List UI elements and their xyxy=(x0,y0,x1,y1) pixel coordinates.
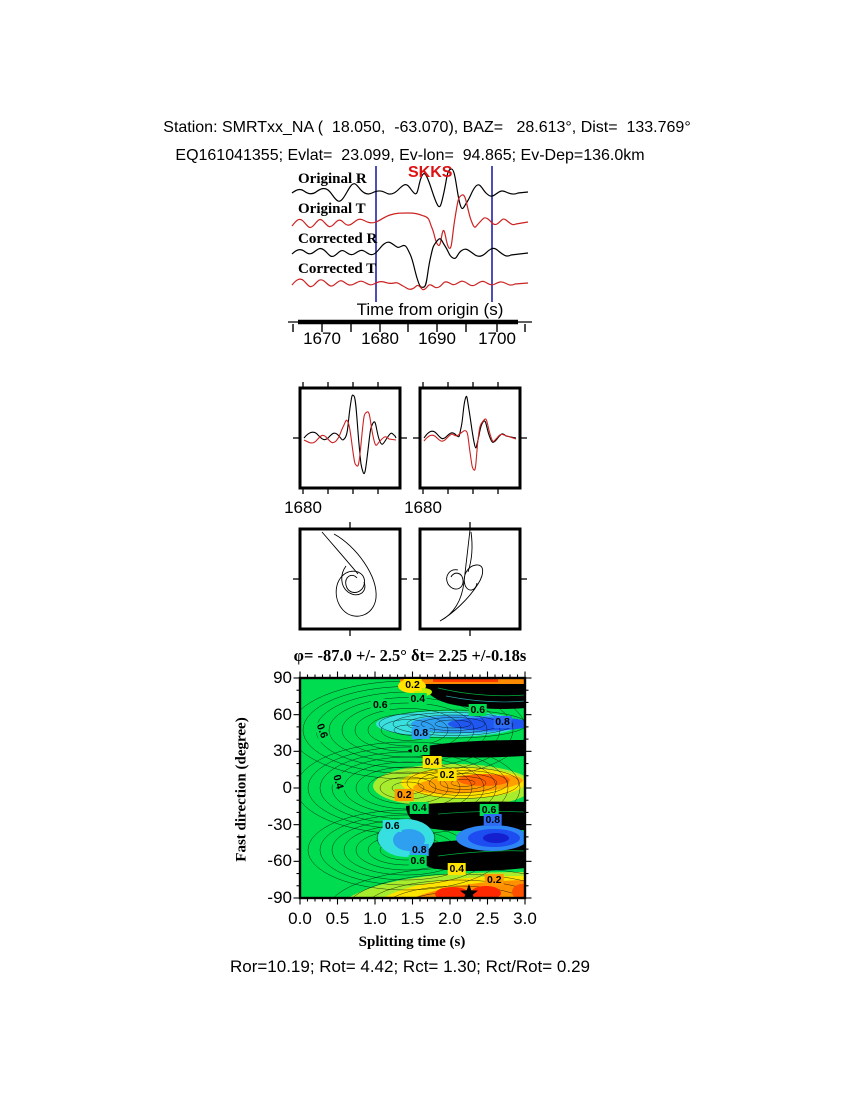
trace-original-t xyxy=(291,194,529,249)
splitting-time-tick: 0.5 xyxy=(325,909,350,928)
splitting-time-tick: 0.0 xyxy=(288,909,312,928)
zoom-tick-label: 1680 xyxy=(284,498,322,517)
x-axis-title: Splitting time (s) xyxy=(358,934,466,950)
contour-label: 0.8 xyxy=(483,813,503,826)
component-right-black xyxy=(423,395,517,449)
time-axis-title: Time from origin (s) xyxy=(356,300,504,319)
contour-label: 0.8 xyxy=(409,844,429,857)
contour-label: 0.4 xyxy=(408,692,428,705)
contour-label: 0.2 xyxy=(437,768,457,781)
best-solution-star xyxy=(460,884,478,898)
contour-axis-ticks xyxy=(293,671,532,905)
fast-direction-tick: -30 xyxy=(267,814,292,834)
phase-label: SKKS xyxy=(408,164,453,181)
waveform-panel xyxy=(288,166,532,332)
fast-direction-tick: 60 xyxy=(273,704,292,724)
component-left-red xyxy=(303,411,397,467)
trace-label-original-r: Original R xyxy=(298,171,367,187)
contour-label: 0.6 xyxy=(468,703,488,716)
contour-label: 0.4 xyxy=(422,756,442,769)
contour-label: 0.6 xyxy=(382,819,402,832)
splitting-time-tick: 1.5 xyxy=(400,909,425,928)
contour-label: 0.6 xyxy=(479,804,499,816)
error-surface-plot xyxy=(293,671,532,905)
fast-direction-tick: -90 xyxy=(267,888,292,907)
splitting-time-tick: 3.0 xyxy=(513,909,537,928)
component-box-right xyxy=(418,386,522,490)
component-box-left xyxy=(298,386,402,490)
statistics-line: Ror=10.19; Rot= 4.42; Rct= 1.30; Rct/Rot… xyxy=(229,957,591,976)
zoom-tick-label: 1680 xyxy=(404,498,442,517)
contour-label: 0.2 xyxy=(403,679,422,692)
contour-label: 0.6 xyxy=(408,855,428,868)
particle-motion-right-curve xyxy=(439,529,484,622)
fast-direction-tick: 0 xyxy=(282,778,292,797)
splitting-time-tick: 1.0 xyxy=(363,909,387,928)
splitting-time-tick: 2.0 xyxy=(438,909,462,928)
splitting-result-title: φ= -87.0 +/- 2.5° δt= 2.25 +/-0.18s xyxy=(293,646,527,665)
fast-direction-tick: 30 xyxy=(273,741,292,761)
contour-label: 0.2 xyxy=(484,873,504,886)
event-header-line: EQ161041355; Evlat= 23.099, Ev-lon= 94.8… xyxy=(175,147,645,164)
time-tick-label: 1700 xyxy=(478,329,516,348)
trace-label-original-t: Original T xyxy=(298,201,366,217)
trace-original-r xyxy=(291,168,529,210)
time-tick-label: 1690 xyxy=(418,329,456,348)
y-axis-title: Fast direction (degree) xyxy=(233,717,250,862)
contour-label: 0.2 xyxy=(394,789,414,802)
time-tick-label: 1670 xyxy=(303,329,341,348)
time-tick-label: 1680 xyxy=(361,329,399,348)
particle-motion-panel xyxy=(293,522,527,636)
trace-label-corrected-t: Corrected T xyxy=(298,261,377,277)
trace-corrected-t xyxy=(291,278,529,291)
contour-label: 0.6 xyxy=(370,698,390,711)
contour-label: 0.4 xyxy=(447,862,467,875)
contour-label: 0.8 xyxy=(411,727,431,739)
trace-label-corrected-r: Corrected R xyxy=(298,231,378,247)
time-axis-ticks xyxy=(292,324,526,332)
particle-box-left xyxy=(298,527,402,631)
station-header-line: Station: SMRTxx_NA ( 18.050, -63.070), B… xyxy=(163,119,691,136)
windowed-components-panel xyxy=(293,382,527,494)
particle-motion-left-curve xyxy=(321,531,377,617)
contour-label: 0.4 xyxy=(409,801,429,814)
fast-direction-tick: 90 xyxy=(273,668,292,687)
trace-corrected-r xyxy=(291,238,529,289)
component-left-black xyxy=(303,394,397,474)
contour-label: 0.6 xyxy=(411,742,431,755)
fast-direction-tick: -60 xyxy=(267,851,292,871)
component-right-red xyxy=(423,418,517,471)
particle-box-right xyxy=(418,527,522,631)
splitting-time-tick: 2.5 xyxy=(475,909,500,928)
contour-label: 0.8 xyxy=(493,716,512,728)
